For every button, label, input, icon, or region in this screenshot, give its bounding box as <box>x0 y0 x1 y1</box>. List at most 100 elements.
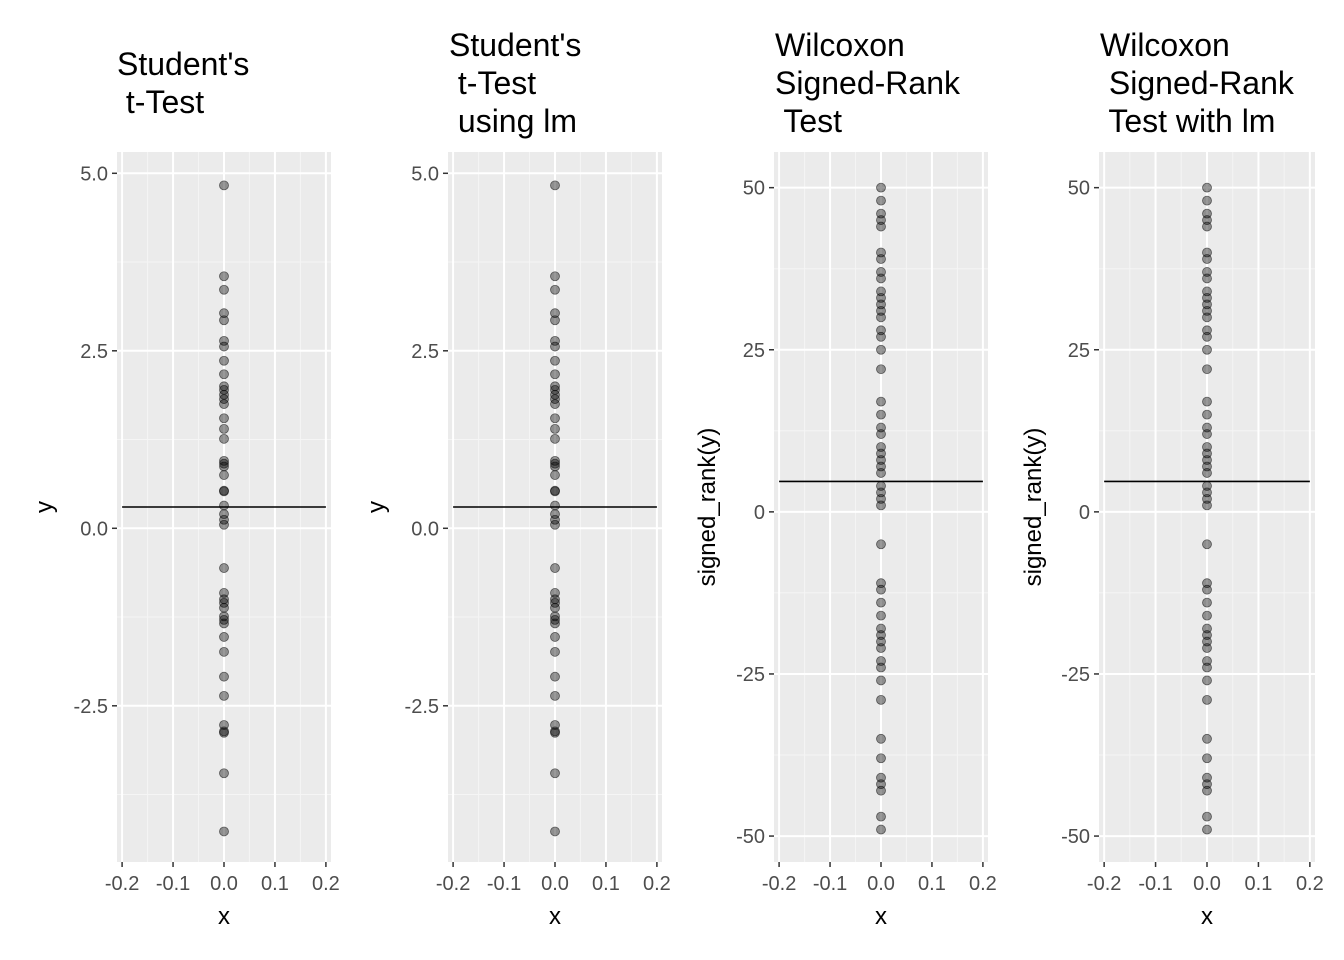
data-point <box>550 413 560 424</box>
data-point <box>219 594 229 605</box>
data-point <box>550 514 560 525</box>
y-tick-label: -25 <box>1061 664 1090 686</box>
data-point <box>1202 824 1212 835</box>
data-point <box>219 433 229 444</box>
chart-panel-1: -2.5 0.0 2.5 5.0 -0.2 -0.1 0.0 0.1 0.2 x y Student'… <box>31 46 340 930</box>
data-point <box>219 308 229 319</box>
data-point <box>550 500 560 511</box>
data-point <box>219 671 229 682</box>
data-point <box>550 826 560 837</box>
y-axis-title: y <box>31 501 58 513</box>
data-point <box>876 694 886 705</box>
x-tick-label: 0.1 <box>261 873 289 895</box>
data-point <box>1202 597 1212 608</box>
data-point <box>550 470 560 480</box>
data-point <box>1202 344 1212 355</box>
data-point <box>550 423 560 434</box>
data-point <box>1202 312 1212 323</box>
data-point <box>219 509 229 519</box>
y-tick-label: 2.5 <box>80 341 108 363</box>
data-point <box>1202 500 1212 511</box>
data-point <box>219 369 229 380</box>
data-point <box>1202 662 1212 673</box>
data-point <box>876 344 886 355</box>
data-point <box>1202 221 1212 232</box>
data-point <box>219 284 229 295</box>
data-point <box>219 614 229 625</box>
data-point <box>219 486 229 497</box>
data-point <box>876 643 886 653</box>
chart-title-line: Student's <box>117 46 249 82</box>
data-point <box>219 514 229 525</box>
chart-panel-2: -2.5 0.0 2.5 5.0 -0.2 -0.1 0.0 0.1 0.2 x y Student'… <box>363 27 671 930</box>
data-point <box>876 753 886 764</box>
data-point <box>876 409 886 420</box>
y-axis-title: y <box>363 501 390 513</box>
data-point <box>550 433 560 444</box>
data-point <box>876 273 886 284</box>
chart-title: Student's t-Test <box>117 46 249 120</box>
data-point <box>876 254 886 264</box>
data-point <box>219 597 229 608</box>
data-point <box>550 632 560 642</box>
y-tick-label: 50 <box>743 178 765 200</box>
data-point <box>219 602 229 613</box>
data-point <box>1202 396 1212 407</box>
data-point <box>550 563 560 573</box>
x-tick-label: -0.1 <box>1138 873 1172 895</box>
x-tick-label: 0.0 <box>867 873 895 895</box>
data-point <box>550 618 560 629</box>
data-point <box>550 594 560 605</box>
data-point <box>219 180 229 191</box>
data-point <box>876 429 886 439</box>
x-axis-title: x <box>218 903 230 930</box>
chart-title-line: Student's <box>449 27 581 63</box>
data-point <box>1202 811 1212 822</box>
x-axis-title: x <box>875 903 887 930</box>
x-axis-title: x <box>549 903 561 930</box>
y-tick-label: 0 <box>754 502 765 524</box>
chart-title: Wilcoxon Signed-Rank Test with lm <box>1100 27 1295 139</box>
data-point <box>219 381 229 392</box>
data-point <box>219 399 229 409</box>
data-point <box>550 355 560 366</box>
data-point <box>1202 785 1212 796</box>
y-tick-label: 2.5 <box>411 341 439 363</box>
data-point <box>550 381 560 392</box>
chart-title-line: Signed-Rank <box>775 65 961 101</box>
data-point <box>550 768 560 779</box>
data-point <box>550 308 560 319</box>
chart-title-line: Wilcoxon <box>1100 27 1230 63</box>
chart-title-line: Wilcoxon <box>775 27 905 63</box>
x-tick-label: -0.2 <box>1087 873 1121 895</box>
data-point <box>1202 409 1212 420</box>
chart-title-line: Signed-Rank <box>1100 65 1295 101</box>
data-point <box>550 486 560 497</box>
x-tick-label: 0.0 <box>210 873 238 895</box>
data-point <box>219 455 229 466</box>
data-point <box>876 584 886 595</box>
x-axis-title: x <box>1201 903 1213 930</box>
data-point <box>550 614 560 625</box>
y-tick-label: 5.0 <box>80 163 108 185</box>
x-tick-label: 0.1 <box>1245 873 1273 895</box>
data-point <box>550 394 560 404</box>
data-point <box>219 458 229 469</box>
data-point <box>550 284 560 295</box>
y-tick-label: 25 <box>743 340 765 362</box>
data-point <box>219 470 229 480</box>
data-point <box>550 646 560 657</box>
data-point <box>550 671 560 682</box>
y-tick-label: 5.0 <box>411 163 439 185</box>
data-point <box>1202 182 1212 193</box>
x-tick-label: 0.1 <box>592 873 620 895</box>
x-tick-label: -0.1 <box>156 873 190 895</box>
data-point <box>550 458 560 469</box>
x-tick-label: 0.1 <box>918 873 946 895</box>
data-point <box>1202 694 1212 705</box>
x-tick-label: 0.2 <box>1296 873 1324 895</box>
data-point <box>876 364 886 375</box>
x-tick-label: -0.2 <box>105 873 139 895</box>
data-point <box>876 597 886 608</box>
y-tick-label: -2.5 <box>74 696 108 718</box>
